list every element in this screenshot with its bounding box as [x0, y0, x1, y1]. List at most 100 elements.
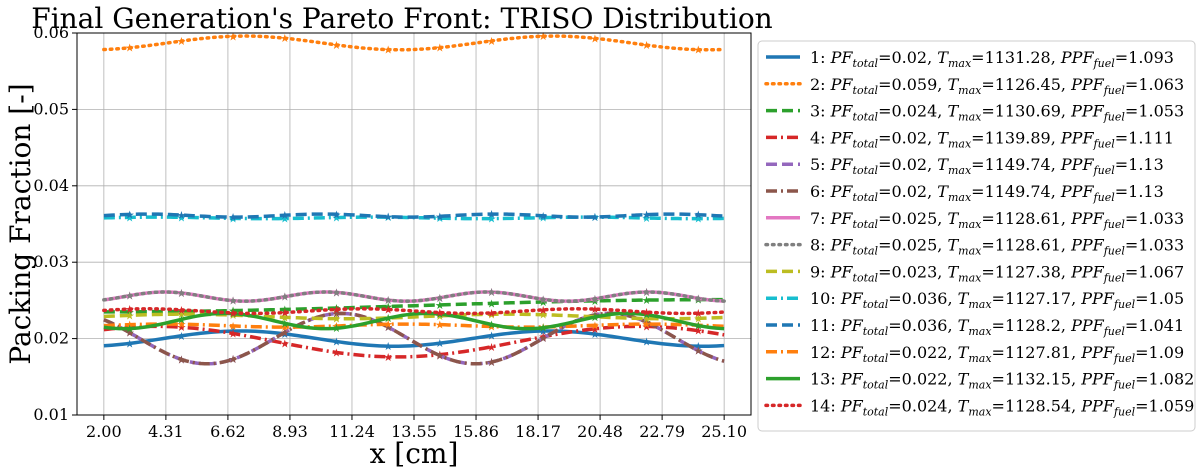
series-marker: ★	[383, 294, 393, 307]
x-tick-label: 8.93	[272, 422, 308, 441]
series-marker: ★	[538, 304, 548, 317]
series-marker: ★	[383, 312, 393, 325]
series-marker: ★	[332, 212, 342, 225]
legend-item-14: 14: PFtotal=0.024, Tmax=1128.54, PPFfuel…	[764, 396, 1194, 418]
series-marker: ★	[383, 301, 393, 314]
x-tick-label: 2.00	[86, 422, 122, 441]
legend-label: 12: PFtotal=0.022, Tmax=1127.81, PPFfuel…	[810, 343, 1184, 365]
series-marker: ★	[487, 35, 497, 48]
y-tick-label: 0.04	[33, 176, 69, 195]
series-line-12	[103, 322, 725, 329]
series-marker: ★	[125, 211, 135, 224]
x-tick-label: 13.55	[391, 422, 437, 441]
series-marker: ★	[383, 351, 393, 364]
series-marker: ★	[487, 318, 497, 331]
series-2: ★ ★ ★ ★ ★ ★ ★ ★ ★ ★ ★ ★	[102, 30, 726, 57]
series-line-6	[103, 311, 725, 366]
series-marker: ★	[125, 208, 135, 221]
series-marker: ★	[332, 313, 342, 326]
series-marker: ★	[228, 325, 238, 338]
series-marker: ★	[176, 287, 186, 300]
chart-title: Final Generation's Pareto Front: TRISO D…	[31, 2, 772, 35]
series-marker: ★	[590, 211, 600, 224]
series-marker: ★	[693, 312, 703, 325]
legend-item-13: 13: PFtotal=0.022, Tmax=1132.15, PPFfuel…	[766, 370, 1194, 392]
series-marker: ★	[125, 290, 135, 303]
series-marker: ★	[693, 292, 703, 305]
legend-item-10: 10: PFtotal=0.036, Tmax=1127.17, PPFfuel…	[766, 289, 1184, 311]
series-marker: ★	[228, 307, 238, 320]
series-marker: ★	[332, 322, 342, 335]
series-marker: ★	[435, 42, 445, 55]
series-marker: ★	[435, 350, 445, 363]
series-marker: ★	[280, 291, 290, 304]
series-marker: ★	[590, 311, 600, 324]
series-lines: ★★ ★ ★★ ★ ★★ ★ ★★ ★★★ ★ ★★ ★ ★★ ★ ★★ ★★ ★ ★ ★ ★ ★ ★ ★ ★ ★ ★ ★★ ★ ★★…	[102, 30, 726, 369]
series-marker: ★	[176, 318, 186, 331]
legend-item-7: 7: PFtotal=0.025, Tmax=1128.61, PPFfuel=…	[766, 209, 1184, 231]
legend-label: 8: PFtotal=0.025, Tmax=1128.61, PPFfuel=…	[810, 236, 1184, 258]
series-marker: ★	[642, 294, 652, 307]
series-marker: ★	[176, 304, 186, 317]
series-marker: ★	[383, 44, 393, 57]
series-marker: ★	[435, 308, 445, 321]
series-marker: ★	[487, 356, 497, 369]
series-marker: ★	[332, 308, 342, 321]
series-marker: ★	[280, 307, 290, 320]
series-marker: ★	[435, 292, 445, 305]
series-marker: ★	[435, 310, 445, 323]
series-marker: ★	[332, 286, 342, 299]
series-marker: ★	[280, 337, 290, 350]
series-1: ★★ ★ ★★ ★ ★★ ★ ★★ ★	[103, 325, 725, 353]
series-marker: ★	[280, 326, 290, 339]
legend-label: 1: PFtotal=0.02, Tmax=1131.28, PPFfuel=1…	[810, 48, 1174, 70]
series-marker: ★	[280, 321, 290, 334]
series-marker: ★	[125, 337, 135, 350]
series-marker: ★	[435, 210, 445, 223]
series-marker: ★	[642, 39, 652, 52]
series-marker: ★	[228, 353, 238, 366]
series-marker: ★	[487, 286, 497, 299]
series-marker: ★	[487, 208, 497, 221]
legend-item-1: 1: PFtotal=0.02, Tmax=1131.28, PPFfuel=1…	[766, 48, 1174, 70]
series-marker: ★	[538, 212, 548, 225]
y-tick-label: 0.03	[33, 252, 69, 271]
series-marker: ★	[228, 295, 238, 308]
x-tick-label: 11.24	[329, 422, 375, 441]
legend-label: 10: PFtotal=0.036, Tmax=1127.17, PPFfuel…	[810, 289, 1184, 311]
y-axis-label: Packing Fraction [-]	[4, 83, 37, 364]
series-marker: ★	[693, 320, 703, 333]
series-marker: ★	[125, 42, 135, 55]
series-marker: ★	[538, 325, 548, 338]
series-marker: ★	[280, 317, 290, 330]
series-marker: ★	[435, 337, 445, 350]
legend-item-9: 9: PFtotal=0.023, Tmax=1127.38, PPFfuel=…	[766, 262, 1184, 284]
series-marker: ★	[383, 303, 393, 316]
series-marker: ★	[538, 296, 548, 309]
series-marker: ★	[228, 328, 238, 341]
series-marker: ★	[280, 32, 290, 45]
series-marker: ★	[332, 208, 342, 221]
series-marker: ★	[125, 306, 135, 319]
series-marker: ★	[538, 210, 548, 223]
series-marker: ★	[538, 332, 548, 345]
legend-label: 3: PFtotal=0.024, Tmax=1130.69, PPFfuel=…	[810, 102, 1184, 124]
y-tick-label: 0.05	[33, 99, 69, 118]
legend-label: 14: PFtotal=0.024, Tmax=1128.54, PPFfuel…	[810, 396, 1194, 418]
series-line-8	[102, 290, 726, 303]
series-marker: ★	[435, 299, 445, 312]
y-tick-label: 0.02	[33, 329, 69, 348]
series-marker: ★	[590, 319, 600, 332]
series-marker: ★	[228, 309, 238, 322]
series-marker: ★	[487, 321, 497, 334]
series-marker: ★	[176, 209, 186, 222]
x-tick-label: 22.79	[639, 422, 685, 441]
legend-item-5: 5: PFtotal=0.02, Tmax=1149.74, PPFfuel=1…	[766, 155, 1164, 177]
series-marker: ★	[125, 309, 135, 322]
legend-label: 2: PFtotal=0.059, Tmax=1126.45, PPFfuel=…	[810, 75, 1184, 97]
series-marker: ★	[538, 30, 548, 43]
series-marker: ★	[125, 327, 135, 340]
series-marker: ★	[590, 328, 600, 341]
legend-label: 4: PFtotal=0.02, Tmax=1139.89, PPFfuel=1…	[810, 128, 1174, 150]
